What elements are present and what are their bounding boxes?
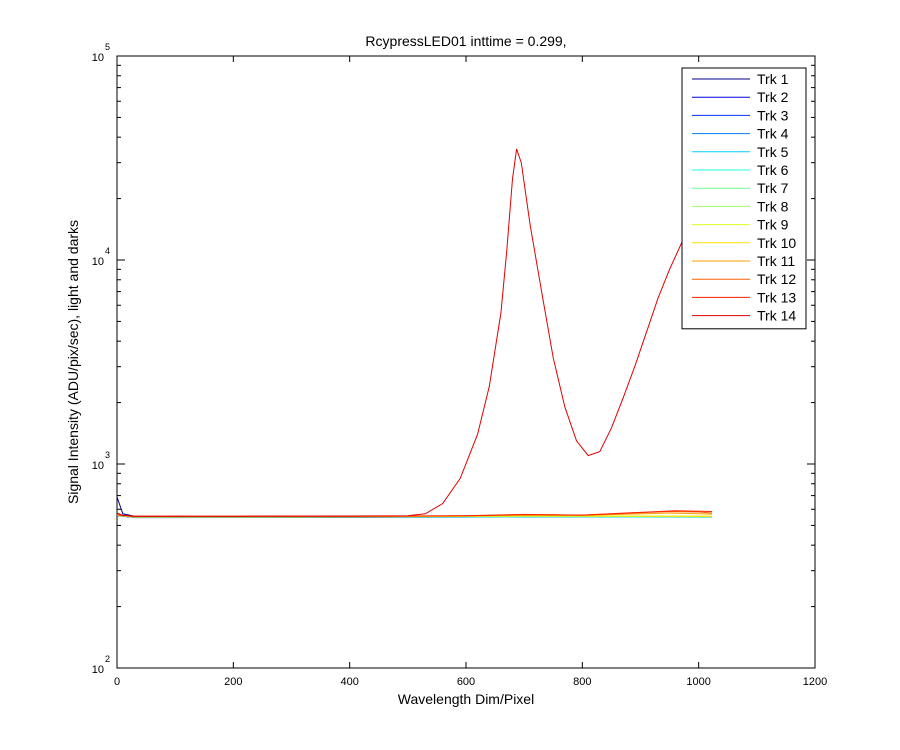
x-axis-title: Wavelength Dim/Pixel (398, 691, 534, 707)
x-tick-label: 200 (224, 676, 242, 688)
series-line-trk-14 (116, 148, 694, 517)
legend-label: Trk 9 (757, 217, 789, 233)
legend-label: Trk 12 (757, 271, 796, 287)
x-tick-label: 600 (457, 676, 475, 688)
legend-label: Trk 4 (757, 126, 789, 142)
y-tick-label-base: 10 (92, 256, 104, 268)
legend-label: Trk 5 (757, 144, 789, 160)
x-tick-label: 1000 (686, 676, 710, 688)
legend-label: Trk 2 (757, 89, 789, 105)
y-axis-title: Signal Intensity (ADU/pix/sec), light an… (65, 220, 81, 504)
y-tick-label-base: 10 (92, 460, 104, 472)
y-tick-label-exponent: 3 (105, 450, 110, 460)
legend-label: Trk 7 (757, 180, 789, 196)
legend-label: Trk 10 (757, 235, 796, 251)
x-tick-label: 1200 (803, 676, 827, 688)
legend-box (681, 67, 807, 330)
legend-label: Trk 11 (757, 253, 795, 269)
legend-label: Trk 1 (757, 71, 789, 87)
legend: Trk 1 Trk 2 Trk 3 Trk 4 Trk 5 Trk 6 Trk 7 Trk 8… (681, 67, 807, 330)
y-tick-label-base: 10 (92, 52, 104, 64)
legend-label: Trk 8 (757, 198, 789, 214)
x-tick-label: 400 (340, 676, 358, 688)
chart-title: RcypressLED01 inttime = 0.299, (365, 33, 566, 49)
x-tick-label: 0 (114, 676, 120, 688)
legend-label: Trk 13 (757, 289, 796, 305)
legend-label: Trk 3 (757, 107, 789, 123)
y-tick-label-exponent: 5 (105, 42, 110, 52)
y-tick-label-exponent: 2 (105, 654, 110, 664)
y-tick-label-base: 10 (92, 664, 104, 676)
legend-label: Trk 6 (757, 162, 789, 178)
legend-label: Trk 14 (757, 308, 796, 324)
x-tick-label: 800 (573, 676, 591, 688)
y-tick-label-exponent: 4 (105, 246, 110, 256)
series-layer (116, 148, 713, 519)
